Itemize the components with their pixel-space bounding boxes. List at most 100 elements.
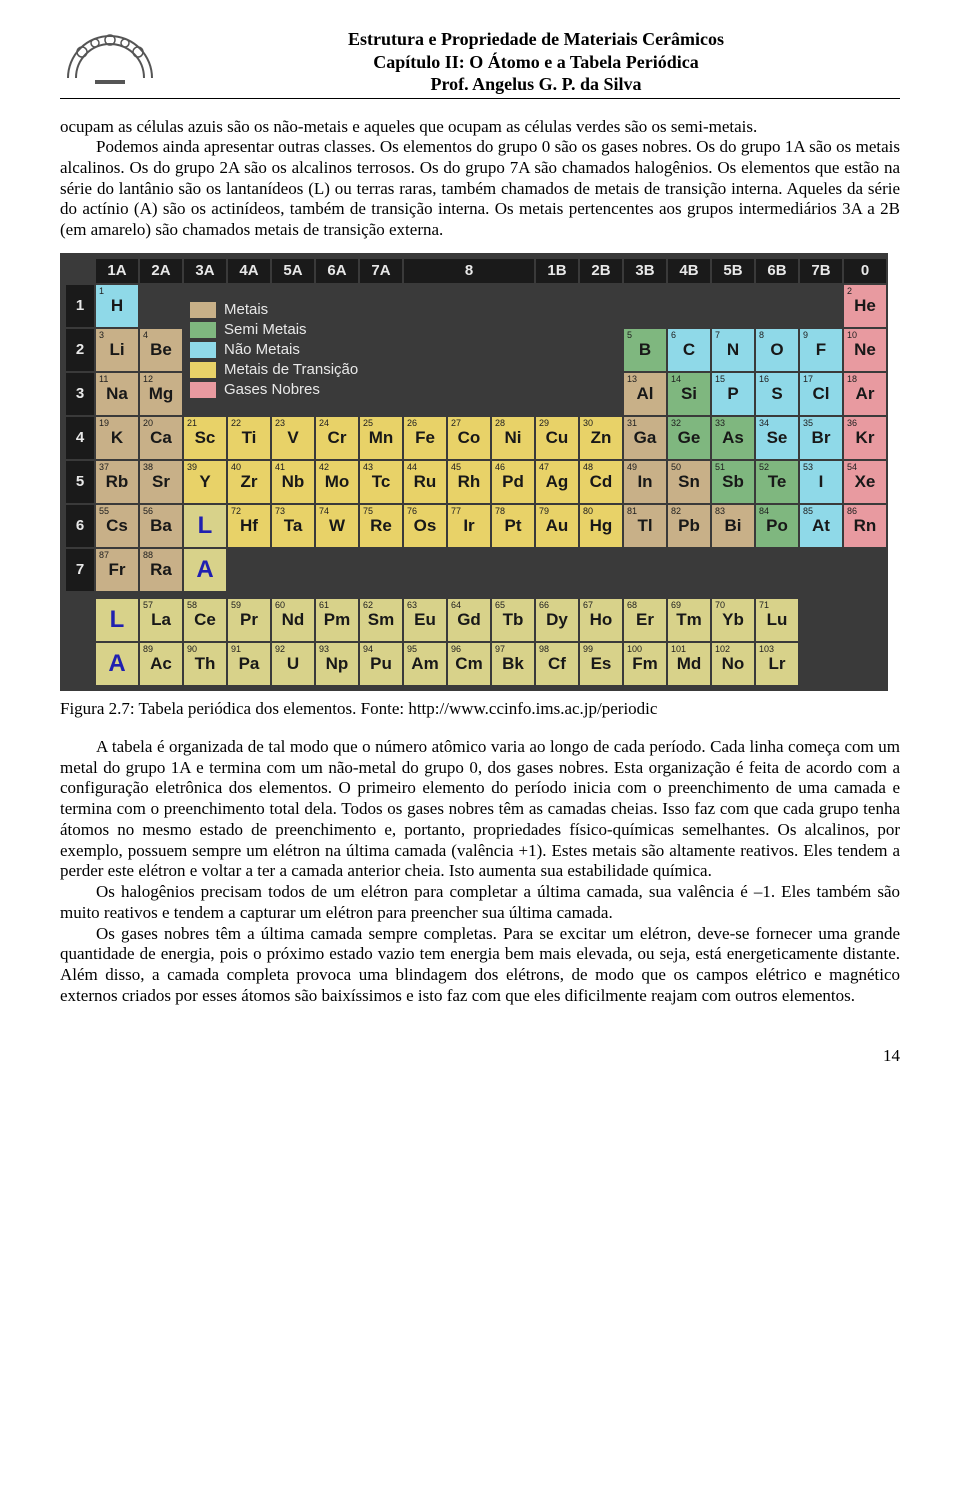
atomic-number: 77 <box>451 506 461 516</box>
legend-swatch <box>190 322 216 338</box>
element-cell: 1H <box>96 285 138 327</box>
atomic-number: 96 <box>451 644 461 654</box>
col-header: 4A <box>228 259 270 283</box>
element-symbol: Ir <box>463 516 474 536</box>
element-symbol: Sm <box>368 610 394 630</box>
atomic-number: 37 <box>99 462 109 472</box>
element-cell: 30Zn <box>580 417 622 459</box>
element-cell: 18Ar <box>844 373 886 415</box>
element-cell: 78Pt <box>492 505 534 547</box>
element-cell: 69Tm <box>668 599 710 641</box>
atomic-number: 12 <box>143 374 153 384</box>
atomic-number: 27 <box>451 418 461 428</box>
col-header: 1A <box>96 259 138 283</box>
atomic-number: 23 <box>275 418 285 428</box>
empty-cell <box>756 549 798 591</box>
element-cell: 62Sm <box>360 599 402 641</box>
element-symbol: In <box>637 472 652 492</box>
element-cell: 89Ac <box>140 643 182 685</box>
periodic-table: 1A2A3A4A5A6A7A81B2B3B4B5B6B7B0 11H2He23L… <box>60 253 888 691</box>
empty-cell <box>580 285 622 327</box>
element-symbol: Al <box>637 384 654 404</box>
element-cell: 4Be <box>140 329 182 371</box>
element-cell: 12Mg <box>140 373 182 415</box>
atomic-number: 86 <box>847 506 857 516</box>
element-cell: 55Cs <box>96 505 138 547</box>
element-cell: 96Cm <box>448 643 490 685</box>
element-symbol: Sb <box>722 472 744 492</box>
element-symbol: Rh <box>458 472 481 492</box>
element-symbol: Xe <box>855 472 876 492</box>
element-cell: 90Th <box>184 643 226 685</box>
element-symbol: Pr <box>240 610 258 630</box>
empty-cell <box>800 285 842 327</box>
empty-cell <box>536 373 578 415</box>
element-cell: 76Os <box>404 505 446 547</box>
element-cell: 17Cl <box>800 373 842 415</box>
atomic-number: 83 <box>715 506 725 516</box>
atomic-number: 90 <box>187 644 197 654</box>
element-cell: 38Sr <box>140 461 182 503</box>
element-symbol: Ca <box>150 428 172 448</box>
atomic-number: 17 <box>803 374 813 384</box>
atomic-number: 10 <box>847 330 857 340</box>
element-cell: 102No <box>712 643 754 685</box>
element-symbol: Cs <box>106 516 128 536</box>
atomic-number: 99 <box>583 644 593 654</box>
element-symbol: Mg <box>149 384 174 404</box>
atomic-number: 69 <box>671 600 681 610</box>
element-symbol: Br <box>812 428 831 448</box>
element-symbol: S <box>771 384 782 404</box>
col-header: 7B <box>800 259 842 283</box>
element-symbol: I <box>819 472 824 492</box>
atomic-number: 101 <box>671 644 686 654</box>
element-symbol: As <box>722 428 744 448</box>
element-symbol: Ac <box>150 654 172 674</box>
row-header: 6 <box>66 505 94 547</box>
element-cell: 5B <box>624 329 666 371</box>
atomic-number: 97 <box>495 644 505 654</box>
atomic-number: 46 <box>495 462 505 472</box>
element-symbol: A <box>196 556 213 584</box>
element-cell: 79Au <box>536 505 578 547</box>
element-symbol: Kr <box>856 428 875 448</box>
element-symbol: Tl <box>637 516 652 536</box>
atomic-number: 38 <box>143 462 153 472</box>
atomic-number: 56 <box>143 506 153 516</box>
atomic-number: 14 <box>671 374 681 384</box>
element-cell: 99Es <box>580 643 622 685</box>
atomic-number: 60 <box>275 600 285 610</box>
element-cell: 23V <box>272 417 314 459</box>
element-cell: 70Yb <box>712 599 754 641</box>
element-cell: 100Fm <box>624 643 666 685</box>
atomic-number: 67 <box>583 600 593 610</box>
element-cell: 65Tb <box>492 599 534 641</box>
atomic-number: 89 <box>143 644 153 654</box>
empty-cell <box>272 549 314 591</box>
atomic-number: 71 <box>759 600 769 610</box>
row-header: 4 <box>66 417 94 459</box>
element-cell: 59Pr <box>228 599 270 641</box>
atomic-number: 22 <box>231 418 241 428</box>
legend-label: Metais <box>224 301 268 318</box>
atomic-number: 68 <box>627 600 637 610</box>
empty-cell <box>536 549 578 591</box>
fblock-label: L <box>96 599 138 641</box>
fblock-spacer <box>66 599 94 641</box>
element-symbol: Ru <box>414 472 437 492</box>
atomic-number: 63 <box>407 600 417 610</box>
element-cell: 94Pu <box>360 643 402 685</box>
empty-cell <box>712 549 754 591</box>
atomic-number: 2 <box>847 286 852 296</box>
element-cell: 56Ba <box>140 505 182 547</box>
element-cell: 77Ir <box>448 505 490 547</box>
row-header: 3 <box>66 373 94 415</box>
element-symbol: L <box>198 512 213 540</box>
atomic-number: 82 <box>671 506 681 516</box>
element-symbol: W <box>329 516 345 536</box>
element-symbol: Te <box>768 472 787 492</box>
atomic-number: 7 <box>715 330 720 340</box>
empty-cell <box>580 329 622 371</box>
element-symbol: Lu <box>767 610 788 630</box>
element-symbol: Au <box>546 516 569 536</box>
